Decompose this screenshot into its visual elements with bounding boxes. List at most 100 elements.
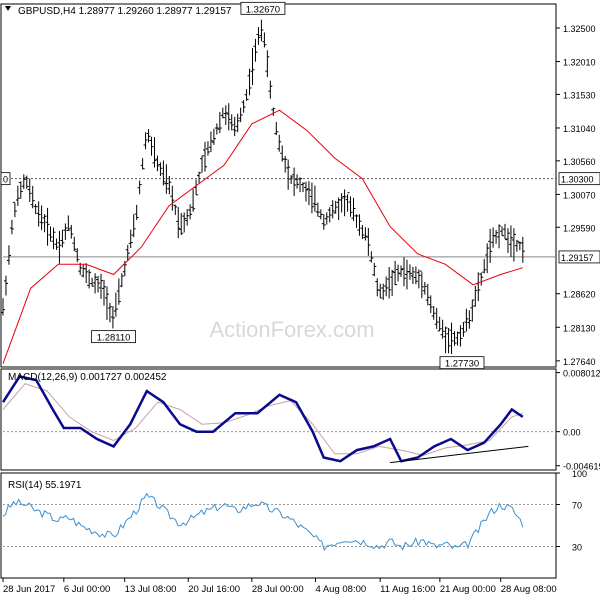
- price-bar: [63, 223, 68, 241]
- price-bar: [214, 123, 219, 135]
- header-triangle-icon: [5, 6, 11, 11]
- x-tick-label: 28 Jul 00:00: [252, 584, 304, 595]
- x-tick-label: 20 Jul 16:00: [188, 584, 240, 595]
- price-bar: [363, 227, 368, 241]
- price-bar: [369, 251, 374, 263]
- annotation-label: 1.27730: [445, 359, 479, 370]
- price-bar: [113, 292, 118, 317]
- sma-line: [2, 109, 523, 364]
- y-tick-label: 1.30070: [563, 190, 596, 200]
- price-bar: [283, 156, 288, 173]
- price-bar: [321, 213, 326, 230]
- price-bar: [333, 200, 338, 214]
- price-bar: [24, 175, 29, 189]
- price-bar: [410, 266, 415, 284]
- price-bar: [128, 229, 133, 249]
- price-bar: [185, 209, 190, 226]
- price-bar: [265, 50, 270, 78]
- x-tick-label: 28 Jun 2017: [3, 584, 55, 595]
- price-bar: [306, 181, 311, 206]
- rsi-axis: 100 70 30: [3, 469, 587, 553]
- price-level-box: [558, 172, 600, 186]
- price-bar: [431, 306, 436, 320]
- price-bar: [241, 100, 246, 113]
- price-bar: [497, 224, 502, 249]
- price-bar: [437, 316, 442, 332]
- y-tick-label: 1.27640: [563, 357, 596, 367]
- price-bar: [449, 322, 454, 355]
- price-bar: [351, 197, 356, 221]
- price-bar: [60, 229, 65, 248]
- price-bar: [315, 202, 320, 217]
- price-bar: [96, 275, 101, 293]
- price-bar: [318, 209, 323, 220]
- price-bar: [309, 182, 314, 214]
- annotation-box: [240, 1, 286, 15]
- price-bar: [256, 27, 261, 45]
- price-bar: [208, 131, 213, 153]
- price-bar: [274, 121, 279, 136]
- price-bar: [54, 238, 59, 250]
- price-bar: [188, 204, 193, 220]
- rsi-pane[interactable]: 100 70 30 RSI(14) 55.1971: [2, 469, 587, 553]
- price-bar: [200, 155, 205, 173]
- price-bar: [66, 215, 71, 231]
- price-bar: [152, 137, 157, 168]
- price-bar: [247, 68, 252, 96]
- y-tick-label: 1.28620: [563, 290, 596, 300]
- price-bar: [494, 229, 499, 244]
- price-bar: [36, 201, 41, 227]
- price-bar: [155, 155, 160, 172]
- price-bar: [464, 308, 469, 332]
- price-bar: [348, 196, 353, 217]
- price-bar: [119, 273, 124, 288]
- price-bar: [179, 213, 184, 236]
- price-bar: [93, 273, 98, 294]
- price-bar: [428, 295, 433, 314]
- x-tick-label: 11 Aug 16:00: [380, 584, 435, 595]
- price-bar: [339, 193, 344, 213]
- price-bar: [324, 212, 329, 225]
- price-bar: [232, 116, 237, 137]
- macd-axis: 0.008012 0.00 -0.004619: [3, 369, 600, 472]
- price-bar: [289, 174, 294, 185]
- y-tick-label: 1.31040: [563, 124, 596, 134]
- price-bar: [520, 236, 525, 263]
- y-tick-label: 1.32010: [563, 58, 596, 68]
- price-bar: [137, 180, 142, 195]
- price-bar: [205, 141, 210, 156]
- price-bar: [30, 185, 35, 209]
- price-bar: [69, 224, 74, 239]
- price-bar: [226, 103, 231, 131]
- price-bar: [443, 326, 448, 354]
- price-bar: [277, 134, 282, 152]
- price-bar: [110, 306, 115, 329]
- price-bar: [298, 177, 303, 193]
- price-bar: [191, 188, 196, 212]
- price-bar: [312, 185, 317, 212]
- price-bar: [419, 270, 424, 299]
- price-bar: [345, 192, 350, 212]
- price-bar: [78, 262, 83, 275]
- x-tick-label: 6 Jul 00:00: [64, 584, 110, 595]
- price-bar: [375, 278, 380, 297]
- price-bar: [500, 226, 505, 237]
- price-bar: [57, 230, 62, 264]
- price-bar: [508, 225, 513, 258]
- price-bar: [161, 160, 166, 186]
- price-pane[interactable]: 1.30300 1.29157 0 1.32670 1.28110 1.27730 1.…: [0, 1, 600, 370]
- price-bar: [262, 32, 267, 48]
- price-bar: [372, 262, 377, 277]
- price-bar: [131, 214, 136, 238]
- price-bar: [107, 302, 112, 323]
- price-bar: [482, 258, 487, 274]
- price-bar: [101, 279, 106, 306]
- price-bar: [143, 132, 148, 150]
- price-bar: [125, 244, 130, 261]
- price-bar: [479, 272, 484, 286]
- macd-pane[interactable]: 0.008012 0.00 -0.004619 MACD(12,26,9) 0.00…: [1, 369, 600, 472]
- macd-header: MACD(12,26,9) 0.001727 0.002452: [8, 372, 167, 383]
- price-bar: [354, 214, 359, 228]
- price-bar: [75, 248, 80, 263]
